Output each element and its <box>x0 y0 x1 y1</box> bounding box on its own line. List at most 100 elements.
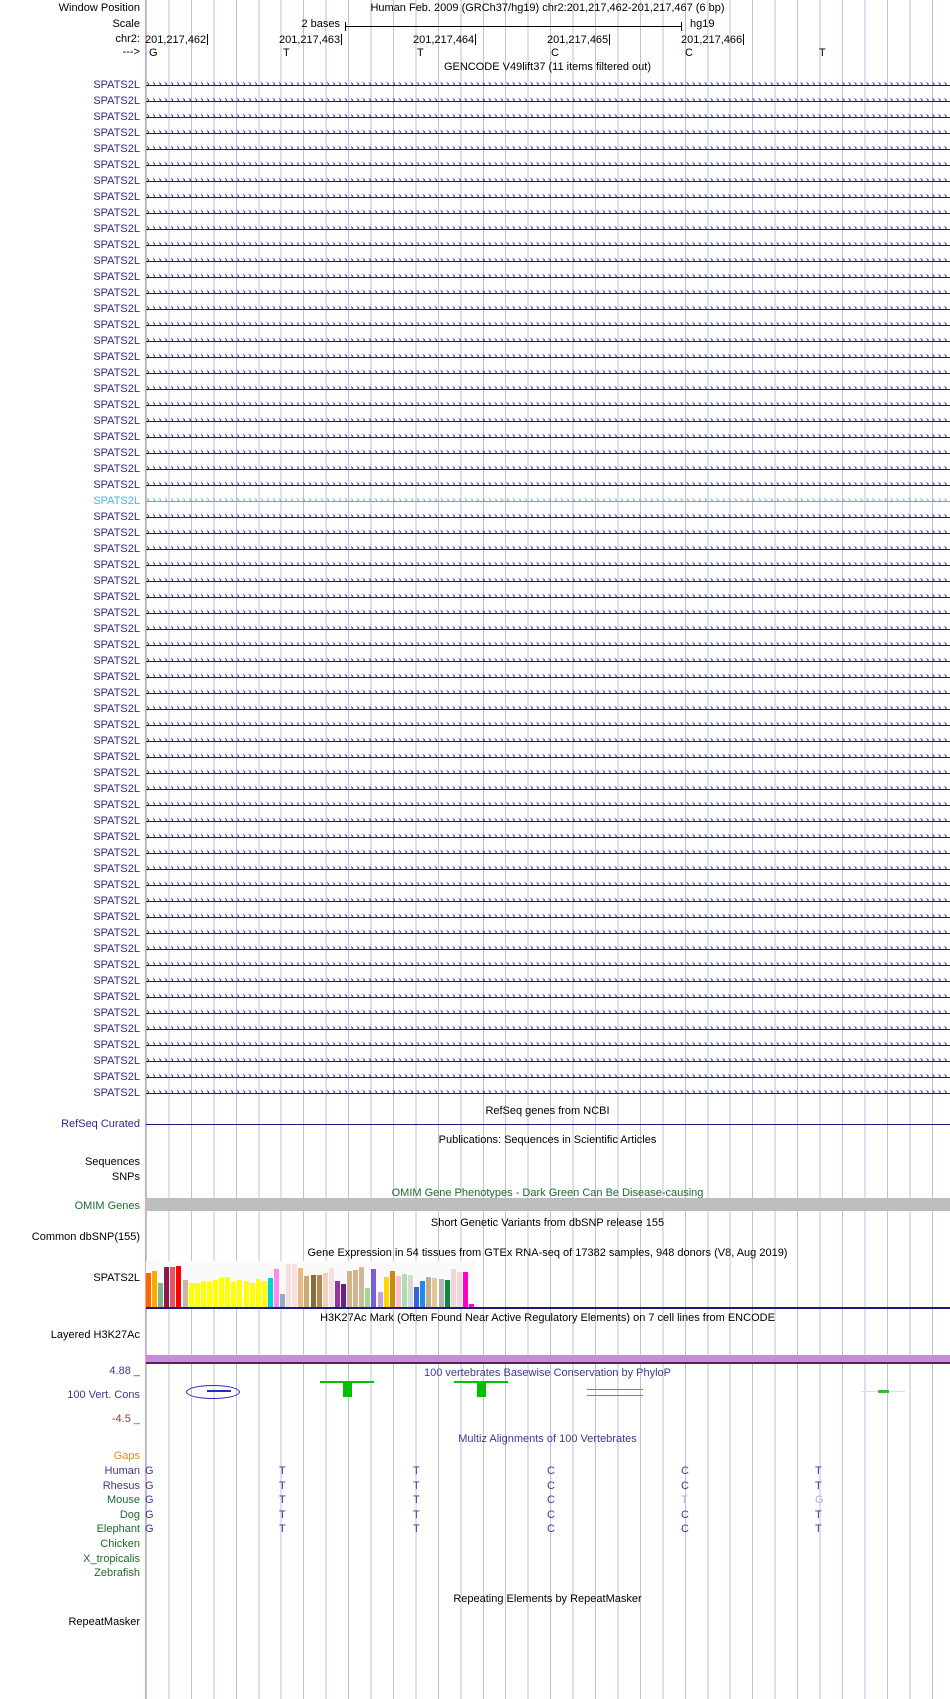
gencode-gene-row[interactable]: SPATS2L › › › › › › › › › › › › › › › › ›… <box>0 701 950 717</box>
gene-name-label[interactable]: SPATS2L <box>93 207 140 219</box>
gene-name-label[interactable]: SPATS2L <box>93 863 140 875</box>
gencode-gene-row[interactable]: SPATS2L › › › › › › › › › › › › › › › › ›… <box>0 317 950 333</box>
gene-name-label[interactable]: SPATS2L <box>93 1087 140 1099</box>
gene-name-label[interactable]: SPATS2L <box>93 223 140 235</box>
gene-name-label[interactable]: SPATS2L <box>93 911 140 923</box>
gtex-bar[interactable] <box>353 1270 359 1307</box>
gencode-gene-row[interactable]: SPATS2L › › › › › › › › › › › › › › › › ›… <box>0 589 950 605</box>
omim-track-label[interactable]: OMIM Genes <box>74 1200 140 1212</box>
gencode-gene-row[interactable]: SPATS2L › › › › › › › › › › › › › › › › ›… <box>0 285 950 301</box>
gene-name-label[interactable]: SPATS2L <box>93 655 140 667</box>
gene-name-label[interactable]: SPATS2L <box>93 591 140 603</box>
gencode-gene-row[interactable]: SPATS2L › › › › › › › › › › › › › › › › ›… <box>0 621 950 637</box>
gencode-gene-row[interactable]: SPATS2L › › › › › › › › › › › › › › › › ›… <box>0 349 950 365</box>
gencode-gene-row[interactable]: SPATS2L › › › › › › › › › › › › › › › › ›… <box>0 381 950 397</box>
gtex-bar[interactable] <box>334 1281 340 1307</box>
gene-name-label[interactable]: SPATS2L <box>93 495 140 507</box>
gene-name-label[interactable]: SPATS2L <box>93 783 140 795</box>
gtex-bar[interactable] <box>243 1281 249 1307</box>
multiz-species-row[interactable]: Zebrafish <box>0 1566 950 1581</box>
gencode-gene-row[interactable]: SPATS2L › › › › › › › › › › › › › › › › ›… <box>0 877 950 893</box>
conservation-bar-1[interactable] <box>343 1381 352 1397</box>
gene-name-label[interactable]: SPATS2L <box>93 623 140 635</box>
gtex-bar[interactable] <box>328 1268 334 1307</box>
gencode-gene-row[interactable]: SPATS2L › › › › › › › › › › › › › › › › ›… <box>0 77 950 93</box>
phylop-conservation-plot[interactable] <box>146 1373 950 1427</box>
gtex-bar[interactable] <box>237 1280 243 1307</box>
multiz-species-label[interactable]: X_tropicalis <box>83 1552 140 1565</box>
gtex-bar[interactable] <box>304 1276 310 1307</box>
gtex-bar[interactable] <box>219 1278 225 1307</box>
gencode-gene-row[interactable]: SPATS2L › › › › › › › › › › › › › › › › ›… <box>0 221 950 237</box>
gencode-gene-row[interactable]: SPATS2L › › › › › › › › › › › › › › › › ›… <box>0 749 950 765</box>
gencode-gene-row[interactable]: SPATS2L › › › › › › › › › › › › › › › › ›… <box>0 989 950 1005</box>
gtex-bar[interactable] <box>164 1267 170 1307</box>
gtex-bar[interactable] <box>322 1273 328 1307</box>
gencode-gene-row[interactable]: SPATS2L › › › › › › › › › › › › › › › › ›… <box>0 717 950 733</box>
gene-name-label[interactable]: SPATS2L <box>93 79 140 91</box>
gencode-gene-row[interactable]: SPATS2L › › › › › › › › › › › › › › › › ›… <box>0 253 950 269</box>
gtex-bar[interactable] <box>438 1279 444 1307</box>
gtex-bar[interactable] <box>462 1272 468 1307</box>
gencode-gene-row[interactable]: SPATS2L › › › › › › › › › › › › › › › › ›… <box>0 957 950 973</box>
gene-name-label[interactable]: SPATS2L <box>93 767 140 779</box>
gene-name-label[interactable]: SPATS2L <box>93 831 140 843</box>
gtex-bar[interactable] <box>401 1274 407 1307</box>
gencode-gene-row[interactable]: SPATS2L › › › › › › › › › › › › › › › › ›… <box>0 653 950 669</box>
multiz-species-row[interactable]: Dog G T T C C T <box>0 1508 950 1523</box>
gencode-gene-row[interactable]: SPATS2L › › › › › › › › › › › › › › › › ›… <box>0 973 950 989</box>
snps-track-label[interactable]: SNPs <box>111 1171 140 1183</box>
gencode-gene-row[interactable]: SPATS2L › › › › › › › › › › › › › › › › ›… <box>0 669 950 685</box>
gtex-bar[interactable] <box>426 1277 432 1307</box>
gencode-gene-row[interactable]: SPATS2L › › › › › › › › › › › › › › › › ›… <box>0 461 950 477</box>
gencode-gene-row[interactable]: SPATS2L › › › › › › › › › › › › › › › › ›… <box>0 797 950 813</box>
gtex-bar[interactable] <box>182 1280 188 1307</box>
gtex-bar[interactable] <box>292 1264 298 1307</box>
gene-name-label[interactable]: SPATS2L <box>93 287 140 299</box>
gene-name-label[interactable]: SPATS2L <box>93 751 140 763</box>
gencode-gene-row[interactable]: SPATS2L › › › › › › › › › › › › › › › › ›… <box>0 237 950 253</box>
gencode-gene-row[interactable]: SPATS2L › › › › › › › › › › › › › › › › ›… <box>0 141 950 157</box>
gencode-gene-row[interactable]: SPATS2L › › › › › › › › › › › › › › › › ›… <box>0 605 950 621</box>
gencode-gene-row[interactable]: SPATS2L › › › › › › › › › › › › › › › › ›… <box>0 93 950 109</box>
gene-name-label[interactable]: SPATS2L <box>93 575 140 587</box>
gtex-bar[interactable] <box>152 1271 158 1307</box>
multiz-species-label[interactable]: Human <box>104 1465 140 1477</box>
gencode-gene-row[interactable]: SPATS2L › › › › › › › › › › › › › › › › ›… <box>0 573 950 589</box>
gencode-gene-row[interactable]: SPATS2L › › › › › › › › › › › › › › › › ›… <box>0 301 950 317</box>
gencode-gene-row[interactable]: SPATS2L › › › › › › › › › › › › › › › › ›… <box>0 365 950 381</box>
gtex-bar[interactable] <box>176 1266 182 1307</box>
gene-name-label[interactable]: SPATS2L <box>93 415 140 427</box>
gtex-bar[interactable] <box>432 1278 438 1307</box>
gencode-gene-row[interactable]: SPATS2L › › › › › › › › › › › › › › › › ›… <box>0 893 950 909</box>
multiz-species-row[interactable]: Chicken <box>0 1537 950 1552</box>
gtex-bar[interactable] <box>273 1269 279 1307</box>
gene-name-label[interactable]: SPATS2L <box>93 959 140 971</box>
gene-name-label[interactable]: SPATS2L <box>93 975 140 987</box>
gene-name-label[interactable]: SPATS2L <box>93 527 140 539</box>
gtex-bar[interactable] <box>383 1277 389 1307</box>
multiz-species-row[interactable]: Human G T T C C T <box>0 1464 950 1479</box>
repeatmasker-track-label[interactable]: RepeatMasker <box>68 1616 140 1628</box>
conservation-bar-2[interactable] <box>477 1381 486 1397</box>
gencode-gene-row[interactable]: SPATS2L › › › › › › › › › › › › › › › › ›… <box>0 397 950 413</box>
multiz-species-label[interactable]: Rhesus <box>102 1479 140 1492</box>
gencode-gene-row[interactable]: SPATS2L › › › › › › › › › › › › › › › › ›… <box>0 941 950 957</box>
gencode-gene-row[interactable]: SPATS2L › › › › › › › › › › › › › › › › ›… <box>0 541 950 557</box>
multiz-gaps-label[interactable]: Gaps <box>113 1450 140 1462</box>
gencode-gene-row[interactable]: SPATS2L › › › › › › › › › › › › › › › › ›… <box>0 1005 950 1021</box>
gencode-gene-row[interactable]: SPATS2L › › › › › › › › › › › › › › › › ›… <box>0 429 950 445</box>
gtex-bar[interactable] <box>420 1281 426 1307</box>
gtex-bar[interactable] <box>444 1280 450 1307</box>
gene-name-label[interactable]: SPATS2L <box>93 511 140 523</box>
gencode-gene-row[interactable]: SPATS2L › › › › › › › › › › › › › › › › ›… <box>0 333 950 349</box>
gene-name-label[interactable]: SPATS2L <box>93 543 140 555</box>
gene-name-label[interactable]: SPATS2L <box>93 111 140 123</box>
gene-name-label[interactable]: SPATS2L <box>93 431 140 443</box>
gencode-gene-row[interactable]: SPATS2L › › › › › › › › › › › › › › › › ›… <box>0 269 950 285</box>
gencode-gene-row[interactable]: SPATS2L › › › › › › › › › › › › › › › › ›… <box>0 1085 950 1101</box>
multiz-species-row[interactable]: Rhesus G T T C C T <box>0 1479 950 1494</box>
gencode-gene-row[interactable]: SPATS2L › › › › › › › › › › › › › › › › ›… <box>0 861 950 877</box>
gene-name-label[interactable]: SPATS2L <box>93 847 140 859</box>
gtex-bar[interactable] <box>298 1268 304 1307</box>
